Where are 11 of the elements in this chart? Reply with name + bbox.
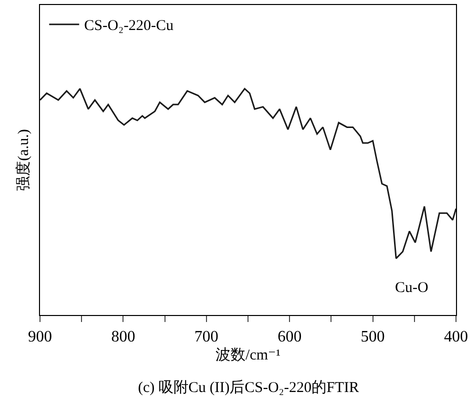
text: (c) 吸附Cu (II)后CS-O₂-220的FTIR xyxy=(138,379,360,396)
annotation: Cu-O xyxy=(395,280,428,296)
x-tick-label: 600 xyxy=(278,328,302,346)
legend-label: CS-O₂-220-Cu xyxy=(84,18,174,34)
x-tick-label: 500 xyxy=(360,328,385,346)
x-tick-label: 400 xyxy=(444,328,468,346)
x-axis-title: 波数/cm⁻¹ xyxy=(216,346,280,364)
x-tick-label: 700 xyxy=(194,328,218,346)
x-tick-label: 900 xyxy=(28,328,52,346)
y-axis-title: 强度(a.u.) xyxy=(15,129,32,191)
x-tick-label: 800 xyxy=(111,328,136,346)
